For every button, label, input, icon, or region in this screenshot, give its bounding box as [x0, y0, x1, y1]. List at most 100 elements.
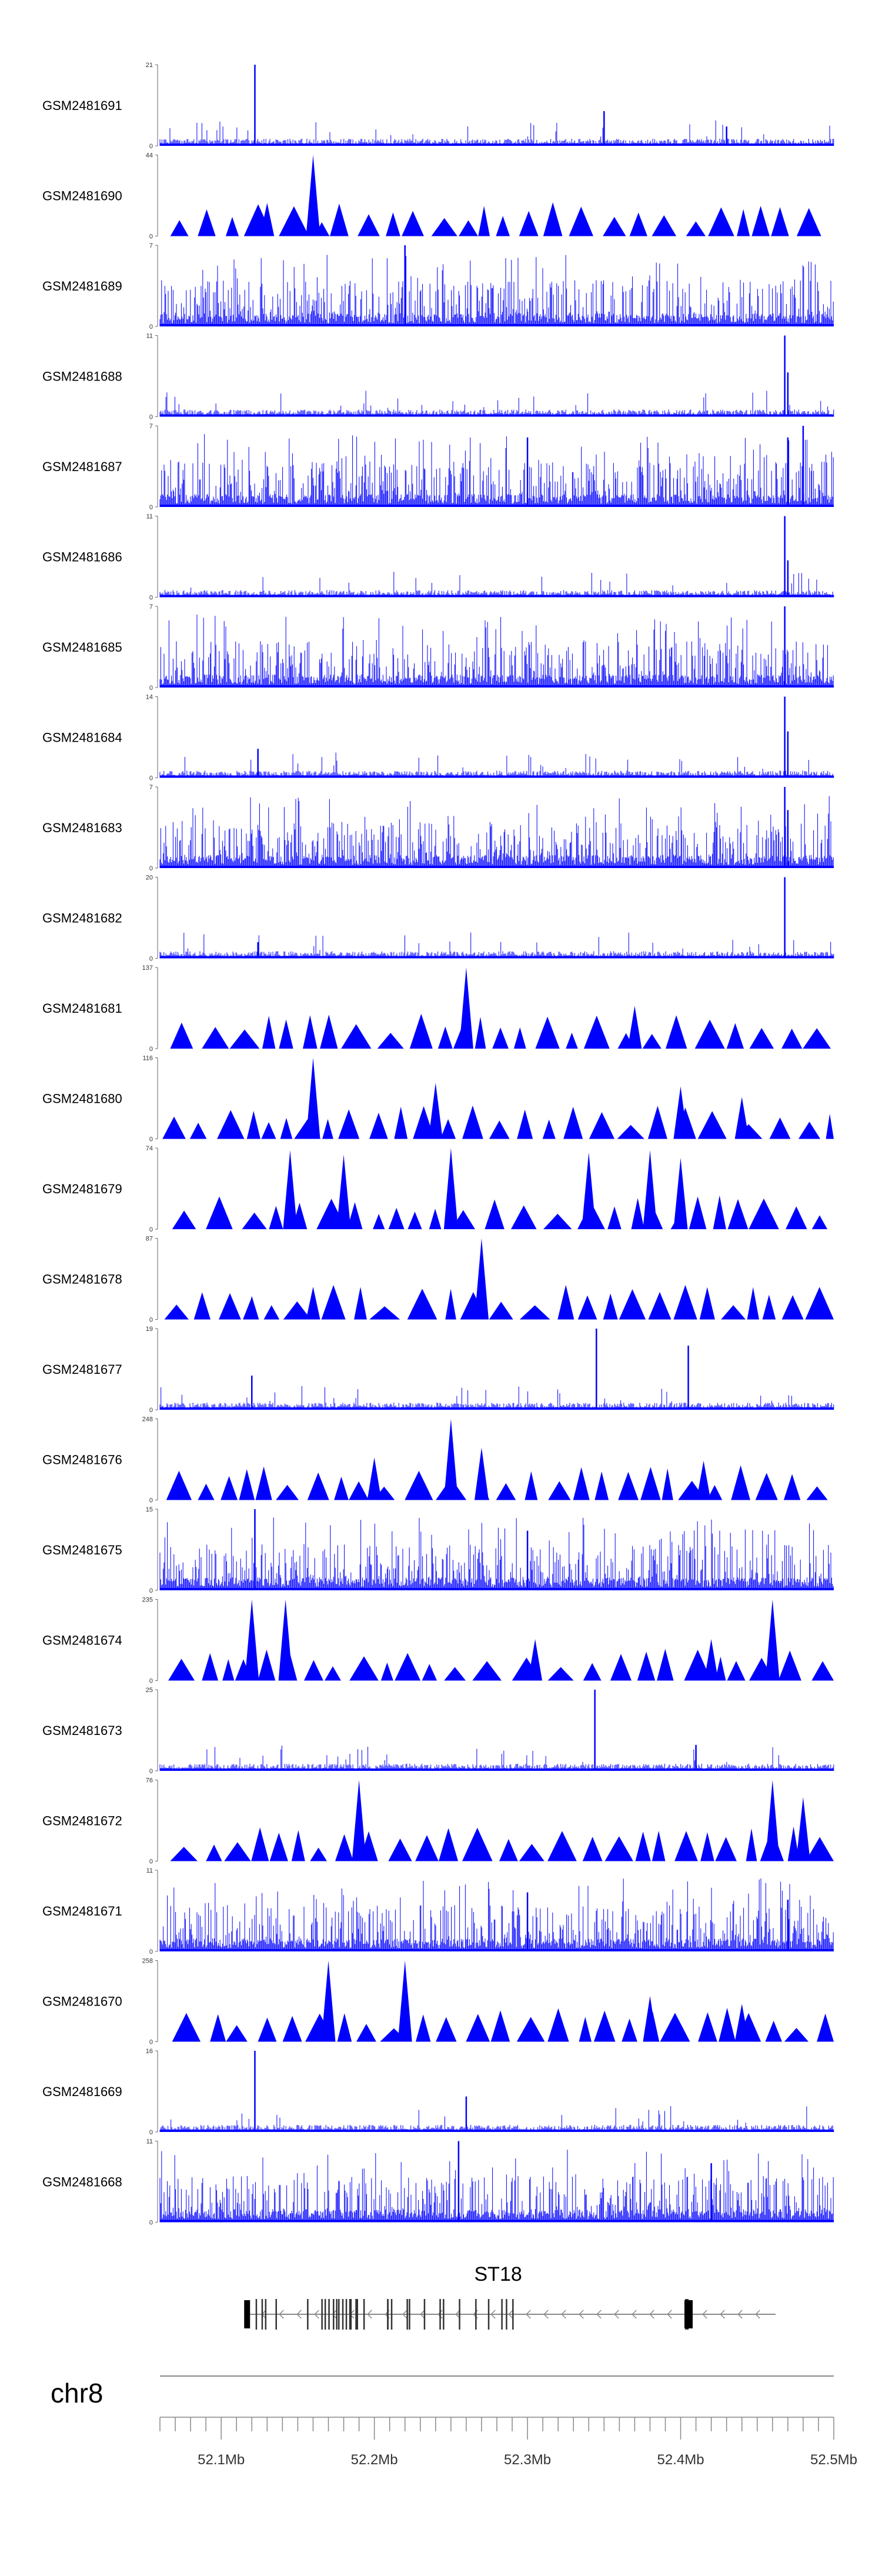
track-GSM2481675: GSM2481675 15 0	[42, 1506, 834, 1594]
exon	[255, 2299, 258, 2330]
peak	[428, 1083, 443, 1139]
y-max-label: 7	[149, 784, 153, 791]
coding-exon	[684, 2300, 693, 2328]
peak	[627, 1006, 642, 1049]
exon	[406, 2299, 408, 2330]
exon	[265, 2299, 267, 2330]
exon	[387, 2299, 389, 2330]
y-max-label: 87	[146, 1236, 153, 1243]
exon	[342, 2299, 344, 2330]
y-max-label: 7	[149, 603, 153, 610]
y-max-label: 15	[146, 1506, 153, 1513]
track-label: GSM2481673	[42, 1723, 122, 1738]
y-max-label: 11	[146, 1867, 153, 1874]
track-label: GSM2481690	[42, 189, 122, 203]
exon	[409, 2299, 410, 2330]
coverage-area	[162, 1105, 834, 1139]
track-label: GSM2481681	[42, 1001, 122, 1016]
peak	[796, 1797, 810, 1861]
y-max-label: 7	[149, 242, 153, 249]
coverage-area	[170, 202, 821, 236]
coverage-bars	[159, 572, 834, 598]
coverage-area	[172, 2008, 834, 2042]
track-GSM2481677: GSM2481677 19 0	[42, 1326, 834, 1414]
track-GSM2481678: GSM2481678 87 0	[42, 1236, 834, 1324]
exon	[475, 2299, 477, 2330]
track-GSM2481681: GSM2481681 137 0	[42, 965, 831, 1053]
peak	[278, 1599, 293, 1681]
track-GSM2481686: GSM2481686 11 0	[42, 513, 834, 602]
coverage-bars	[159, 1878, 834, 1951]
axis-tick-label: 52.5Mb	[810, 2452, 857, 2468]
y-min-label: 0	[149, 1858, 153, 1866]
exon	[439, 2299, 441, 2330]
y-min-label: 0	[149, 1678, 153, 1685]
peak	[696, 1460, 711, 1500]
y-max-label: 21	[146, 62, 153, 69]
y-min-label: 0	[149, 2039, 153, 2046]
exon	[345, 2299, 348, 2330]
y-max-label: 76	[146, 1777, 153, 1784]
peak	[306, 155, 320, 236]
track-GSM2481684: GSM2481684 14 0	[42, 694, 834, 782]
y-min-label: 0	[149, 414, 153, 421]
coverage-bars	[159, 1386, 834, 1410]
chromosome-label: chr8	[51, 2378, 103, 2408]
coverage-bars	[159, 2106, 834, 2132]
peak	[352, 1780, 366, 1861]
track-label: GSM2481671	[42, 1904, 122, 1918]
track-label: GSM2481675	[42, 1543, 122, 1557]
y-min-label: 0	[149, 2129, 153, 2136]
peak	[459, 967, 473, 1049]
exon	[349, 2299, 351, 2330]
y-max-label: 19	[146, 1326, 153, 1333]
coverage-bars	[159, 932, 834, 959]
y-max-label: 16	[146, 2048, 153, 2055]
exon	[443, 2299, 445, 2330]
y-max-label: 116	[142, 1055, 153, 1062]
y-max-label: 74	[146, 1145, 153, 1152]
peak	[475, 1447, 489, 1500]
peak	[245, 1599, 259, 1681]
gene-label: ST18	[475, 2263, 522, 2285]
exon	[356, 2299, 358, 2330]
y-min-label: 0	[149, 956, 153, 963]
peak	[734, 1097, 749, 1139]
peak	[260, 203, 275, 236]
y-min-label: 0	[149, 143, 153, 150]
coverage-bars	[159, 255, 834, 326]
coverage-area	[170, 1013, 831, 1049]
coverage-area	[170, 1826, 834, 1861]
track-label: GSM2481679	[42, 1182, 122, 1196]
track-GSM2481673: GSM2481673 25 0	[42, 1687, 834, 1775]
peak	[367, 1457, 382, 1500]
track-GSM2481668: GSM2481668 11 0	[42, 2138, 834, 2227]
coverage-bars	[159, 391, 834, 417]
y-min-label: 0	[149, 1407, 153, 1414]
exon	[501, 2299, 503, 2330]
y-max-label: 11	[146, 2138, 153, 2145]
exon	[261, 2299, 263, 2330]
y-min-label: 0	[149, 865, 153, 872]
exon	[459, 2299, 460, 2330]
track-label: GSM2481688	[42, 369, 122, 384]
y-max-label: 248	[142, 1416, 153, 1423]
peak	[673, 1157, 688, 1229]
track-label: GSM2481669	[42, 2084, 122, 2099]
y-min-label: 0	[149, 1497, 153, 1504]
track-GSM2481683: GSM2481683 7 0	[42, 784, 834, 872]
coverage-tracks: GSM2481691210GSM2481690440GSM248168970GS…	[42, 62, 834, 2227]
y-min-label: 0	[149, 2220, 153, 2227]
exon	[390, 2299, 393, 2330]
track-GSM2481690: GSM2481690 44 0	[42, 152, 821, 241]
coverage-bars	[159, 796, 834, 868]
track-GSM2481688: GSM2481688 11 0	[42, 333, 834, 421]
track-GSM2481691: GSM2481691 21 0	[42, 62, 834, 150]
track-GSM2481672: GSM2481672 76 0	[42, 1777, 834, 1866]
exon	[275, 2299, 277, 2330]
y-max-label: 258	[142, 1958, 153, 1965]
exon	[487, 2299, 490, 2330]
y-max-label: 137	[142, 965, 153, 972]
coverage-bars	[159, 1517, 834, 1590]
